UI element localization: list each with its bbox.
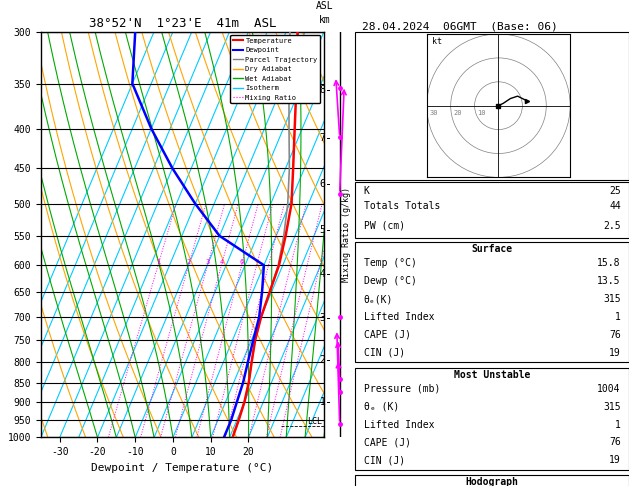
Text: 2.5: 2.5 [603,221,621,231]
Text: 5: 5 [320,225,325,235]
Text: Pressure (mb): Pressure (mb) [364,384,440,394]
Text: Surface: Surface [472,244,513,254]
Text: Mixing Ratio (g/kg): Mixing Ratio (g/kg) [342,187,351,282]
Text: Dewp (°C): Dewp (°C) [364,277,416,286]
Text: CIN (J): CIN (J) [364,347,404,358]
Text: Most Unstable: Most Unstable [454,370,530,380]
Text: 6: 6 [240,259,244,265]
Text: 20: 20 [453,110,462,117]
Text: kt: kt [431,36,442,46]
Text: 8: 8 [320,85,325,95]
Text: 7: 7 [320,133,325,143]
Title: 38°52'N  1°23'E  41m  ASL: 38°52'N 1°23'E 41m ASL [89,17,276,31]
Bar [355,182,629,238]
Text: 315: 315 [603,402,621,412]
Text: 25: 25 [609,186,621,196]
Text: 3: 3 [320,312,325,323]
Text: Temp (°C): Temp (°C) [364,259,416,268]
Text: 13.5: 13.5 [598,277,621,286]
Text: Lifted Index: Lifted Index [364,312,434,322]
Bar [355,242,629,363]
Text: CIN (J): CIN (J) [364,455,404,465]
Text: 1004: 1004 [598,384,621,394]
Text: Totals Totals: Totals Totals [364,201,440,211]
Text: K: K [364,186,369,196]
Text: 19: 19 [609,347,621,358]
Bar [355,367,629,470]
Text: 15.8: 15.8 [598,259,621,268]
Text: 3: 3 [206,259,209,265]
Text: LCL: LCL [307,417,322,426]
Text: 2: 2 [186,259,191,265]
Text: 4: 4 [320,269,325,279]
Text: 6: 6 [320,179,325,190]
Text: 1: 1 [615,312,621,322]
Text: 28.04.2024  06GMT  (Base: 06): 28.04.2024 06GMT (Base: 06) [362,22,557,32]
Text: 1: 1 [615,419,621,430]
Text: 10: 10 [477,110,486,117]
X-axis label: Dewpoint / Temperature (°C): Dewpoint / Temperature (°C) [91,463,274,473]
Text: Lifted Index: Lifted Index [364,419,434,430]
Text: 44: 44 [609,201,621,211]
Text: 2: 2 [320,355,325,365]
Bar [355,32,629,180]
Text: 76: 76 [609,437,621,448]
Text: 30: 30 [429,110,438,117]
Y-axis label: hPa: hPa [0,225,2,244]
Text: CAPE (J): CAPE (J) [364,437,411,448]
Text: θₑ (K): θₑ (K) [364,402,399,412]
Text: 76: 76 [609,330,621,340]
Text: 19: 19 [609,455,621,465]
Text: Hodograph: Hodograph [465,477,519,486]
Text: 315: 315 [603,294,621,304]
Text: ASL: ASL [316,1,333,11]
Bar [355,475,629,486]
Text: 1: 1 [156,259,160,265]
Text: θₑ(K): θₑ(K) [364,294,393,304]
Text: km: km [319,15,330,25]
Text: PW (cm): PW (cm) [364,221,404,231]
Text: CAPE (J): CAPE (J) [364,330,411,340]
Text: 4: 4 [220,259,223,265]
Legend: Temperature, Dewpoint, Parcel Trajectory, Dry Adiabat, Wet Adiabat, Isotherm, Mi: Temperature, Dewpoint, Parcel Trajectory… [230,35,320,104]
Text: 1: 1 [320,397,325,406]
